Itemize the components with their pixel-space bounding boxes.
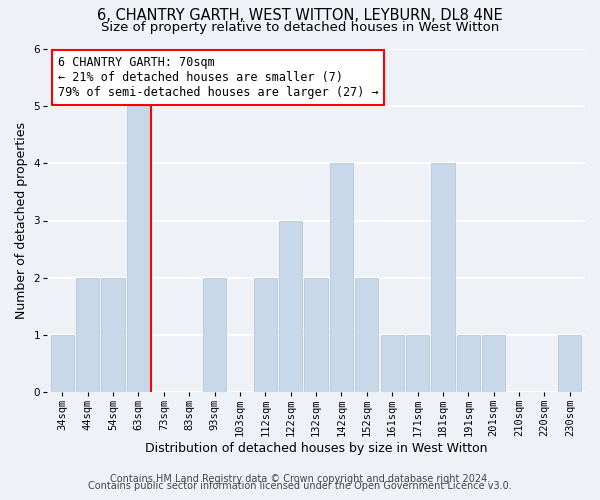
Bar xyxy=(355,278,379,392)
Bar xyxy=(406,335,429,392)
Text: 6 CHANTRY GARTH: 70sqm
← 21% of detached houses are smaller (7)
79% of semi-deta: 6 CHANTRY GARTH: 70sqm ← 21% of detached… xyxy=(58,56,379,99)
Bar xyxy=(457,335,480,392)
Bar xyxy=(127,106,150,392)
Text: 6, CHANTRY GARTH, WEST WITTON, LEYBURN, DL8 4NE: 6, CHANTRY GARTH, WEST WITTON, LEYBURN, … xyxy=(97,8,503,22)
Y-axis label: Number of detached properties: Number of detached properties xyxy=(15,122,28,319)
Bar xyxy=(50,335,74,392)
Text: Size of property relative to detached houses in West Witton: Size of property relative to detached ho… xyxy=(101,22,499,35)
Bar xyxy=(203,278,226,392)
Bar xyxy=(380,335,404,392)
Bar xyxy=(254,278,277,392)
Bar xyxy=(330,164,353,392)
Bar xyxy=(279,220,302,392)
X-axis label: Distribution of detached houses by size in West Witton: Distribution of detached houses by size … xyxy=(145,442,487,455)
Bar xyxy=(76,278,100,392)
Bar xyxy=(304,278,328,392)
Bar xyxy=(558,335,581,392)
Text: Contains public sector information licensed under the Open Government Licence v3: Contains public sector information licen… xyxy=(88,481,512,491)
Bar xyxy=(431,164,455,392)
Bar xyxy=(482,335,505,392)
Text: Contains HM Land Registry data © Crown copyright and database right 2024.: Contains HM Land Registry data © Crown c… xyxy=(110,474,490,484)
Bar xyxy=(101,278,125,392)
